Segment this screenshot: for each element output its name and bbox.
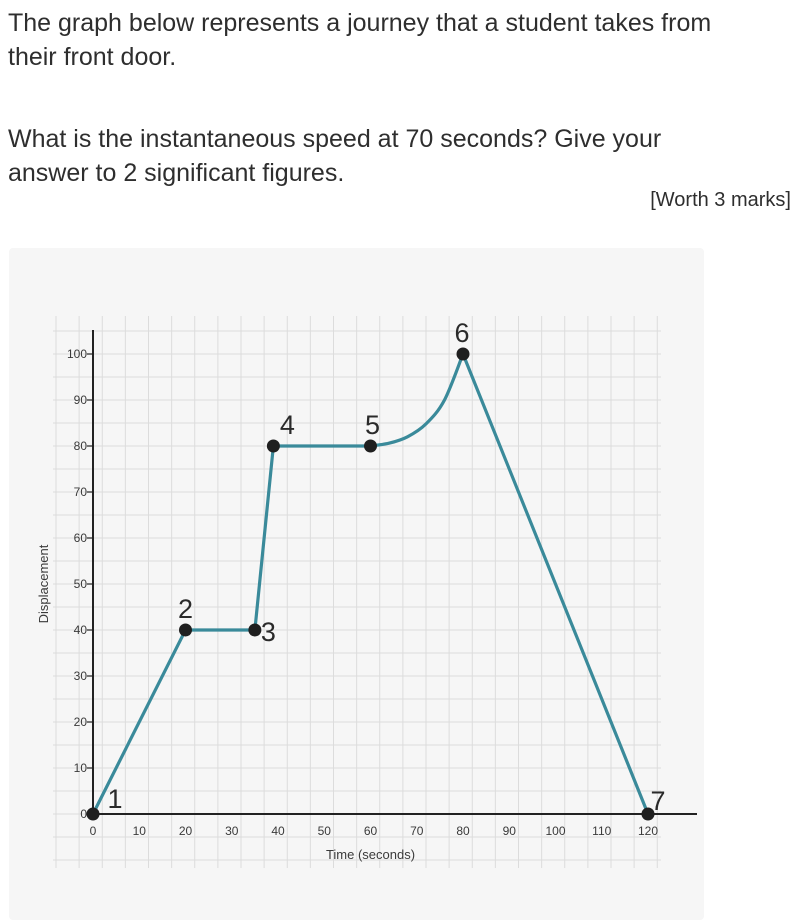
y-tick-label: 10 [74,761,88,775]
x-tick-label: 50 [318,824,332,838]
x-tick-label: 110 [592,824,611,838]
y-axis-title: Displacement [36,544,51,623]
journey-line [91,352,650,815]
displacement-time-chart: 0 10 20 30 40 50 60 70 80 90 100 0 10 20 30 40 50 60 70 80 9… [36,316,697,868]
marks-label: [Worth 3 marks] [650,189,791,211]
point-6-label: 6 [454,318,469,348]
x-tick-label: 70 [410,824,424,838]
point-3-marker [248,623,262,637]
y-tick-label: 70 [74,485,88,499]
x-tick-label: 30 [225,824,239,838]
x-tick-label: 100 [545,824,565,838]
point-7-marker [641,807,655,821]
y-tick-label: 50 [74,577,88,591]
y-tick-label: 100 [67,347,87,361]
point-4-marker [266,439,280,453]
y-tick-label: 90 [74,393,88,407]
point-7-label: 7 [650,786,665,816]
question-text-line-2: their front door. [8,43,177,71]
y-tick-label: 40 [74,623,88,637]
x-tick-label: 0 [90,824,97,838]
question-text-line-3: What is the instantaneous speed at 70 se… [8,125,662,153]
x-axis-title: Time (seconds) [326,847,415,862]
x-tick-label: 40 [271,824,285,838]
question-text-line-4: answer to 2 significant figures. [8,159,345,187]
x-tick-label: 10 [133,824,147,838]
x-tick-label: 90 [503,824,517,838]
y-tick-label: 20 [74,715,88,729]
y-tick-label: 80 [74,439,88,453]
x-tick-label: 120 [638,824,658,838]
point-4-label: 4 [280,410,295,440]
point-5-label: 5 [365,410,380,440]
x-tick-label: 80 [456,824,470,838]
point-1-marker [86,807,100,821]
point-3-label: 3 [261,617,276,647]
y-tick-label: 30 [74,669,88,683]
point-6-marker [456,347,470,361]
y-tick-label: 60 [74,531,88,545]
x-tick-label: 60 [364,824,378,838]
point-2-marker [179,623,192,637]
y-tick-label: 0 [80,807,87,821]
chart-panel: 0 10 20 30 40 50 60 70 80 90 100 0 10 20 30 40 50 60 70 80 9… [9,248,704,920]
x-tick-label: 20 [179,824,193,838]
point-5-marker [364,439,377,453]
point-1-label: 1 [107,784,122,814]
point-2-label: 2 [178,594,193,624]
question-text-line-1: The graph below represents a journey tha… [8,9,712,37]
